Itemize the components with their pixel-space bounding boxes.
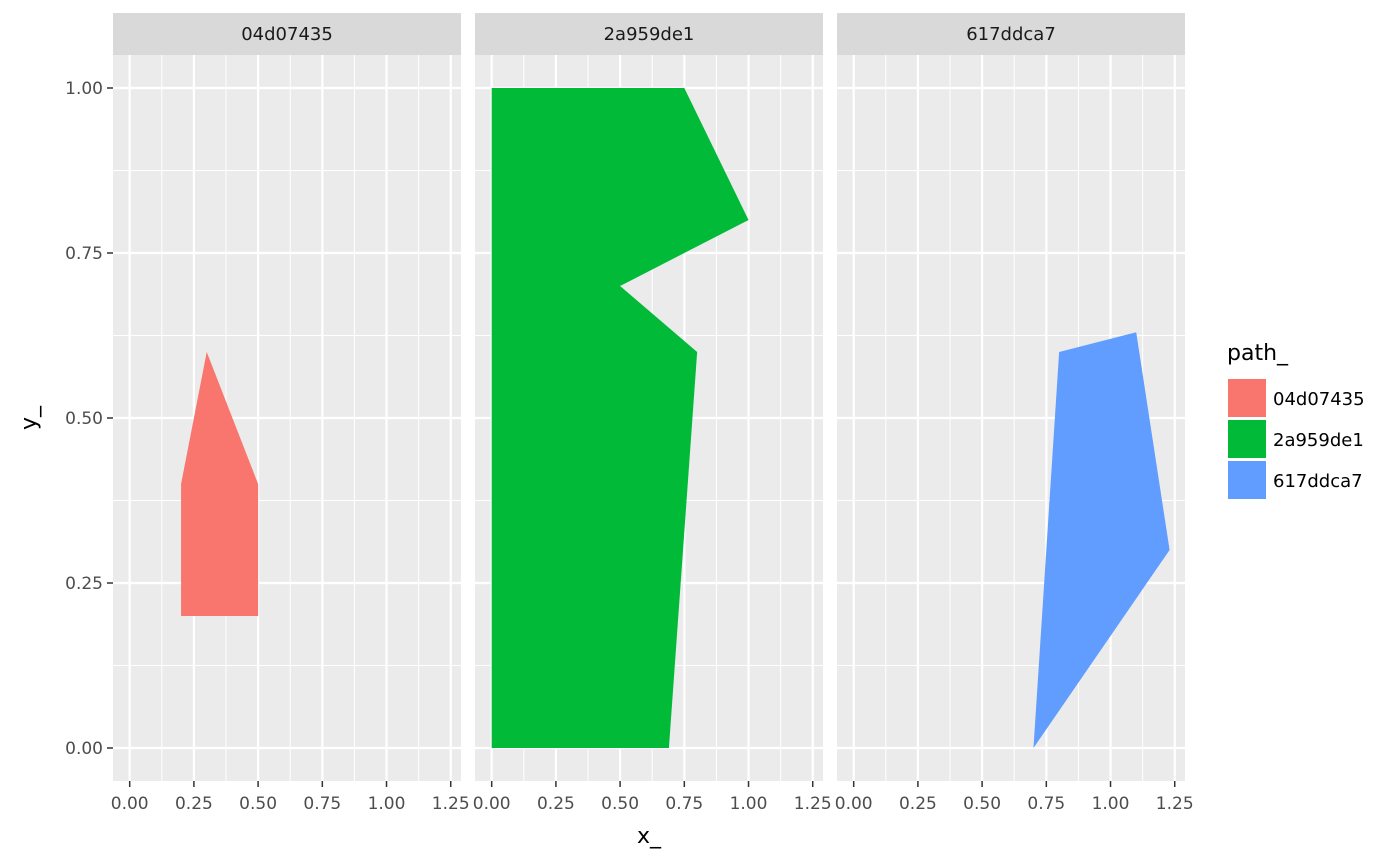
legend-label: 617ddca7 (1273, 471, 1363, 492)
facet-strip-label: 617ddca7 (966, 24, 1056, 45)
x-tick-label: 1.25 (1156, 794, 1194, 814)
facet-panel-2a959de1: 2a959de1 0.00 0.25 0.50 0.75 1.00 1.25 (473, 13, 832, 814)
facet-strip-label: 04d07435 (241, 24, 333, 45)
facet-strip (113, 13, 461, 55)
y-tick-label: 1.00 (65, 79, 103, 99)
legend-key-2a959de1 (1228, 420, 1266, 458)
facet-panel-617ddca7: 617ddca7 0.00 0.25 0.50 0.75 1.00 1.25 (835, 13, 1194, 814)
x-tick-label: 0.00 (473, 794, 511, 814)
legend: path_ 04d07435 2a959de1 617ddca7 (1227, 341, 1365, 499)
polygon-04d07435 (181, 352, 259, 616)
x-tick-label: 0.50 (601, 794, 639, 814)
x-tick-label: 0.00 (835, 794, 873, 814)
y-tick-label: 0.25 (65, 574, 103, 594)
y-axis-title: y_ (17, 405, 42, 430)
facet-panel-04d07435: 04d07435 0.00 0.25 0.50 0.75 1.00 1.25 0.00 0.25… (65, 13, 470, 814)
x-tick-label: 0.75 (1027, 794, 1065, 814)
x-tick-label: 0.25 (175, 794, 213, 814)
facet-strip (475, 13, 823, 55)
legend-title: path_ (1227, 341, 1289, 366)
x-tick-label: 0.25 (899, 794, 937, 814)
x-tick-label: 1.00 (368, 794, 406, 814)
legend-label: 04d07435 (1273, 389, 1365, 410)
x-tick-label: 1.00 (1092, 794, 1130, 814)
legend-key-617ddca7 (1228, 461, 1266, 499)
x-tick-label: 0.50 (239, 794, 277, 814)
y-tick-label: 0.00 (65, 739, 103, 759)
facet-strip (837, 13, 1185, 55)
y-tick-label: 0.75 (65, 244, 103, 264)
x-tick-label: 0.50 (963, 794, 1001, 814)
polygon-2a959de1 (491, 88, 749, 748)
x-tick-label: 1.25 (794, 794, 832, 814)
x-axis-title: x_ (637, 824, 662, 849)
x-tick-label: 1.25 (432, 794, 470, 814)
legend-key-04d07435 (1228, 379, 1266, 417)
y-tick-label: 0.50 (65, 409, 103, 429)
polygon-617ddca7 (1033, 332, 1170, 748)
x-tick-label: 0.75 (665, 794, 703, 814)
facet-strip-label: 2a959de1 (604, 24, 695, 45)
x-tick-label: 0.75 (303, 794, 341, 814)
x-tick-label: 0.00 (111, 794, 149, 814)
legend-label: 2a959de1 (1273, 430, 1364, 451)
x-tick-label: 0.25 (537, 794, 575, 814)
x-tick-label: 1.00 (730, 794, 768, 814)
